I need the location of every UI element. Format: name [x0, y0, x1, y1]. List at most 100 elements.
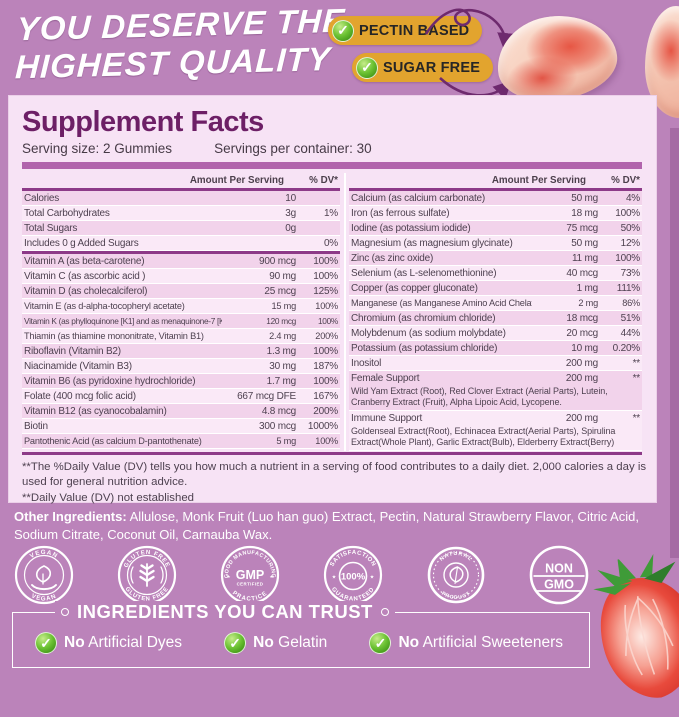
other-ingredients: Other Ingredients: Allulose, Monk Fruit …	[14, 508, 662, 544]
cell-amount: 300 mcg	[259, 420, 296, 432]
svg-text:PRODUCT: PRODUCT	[440, 591, 471, 601]
cell-amount: 11 mg	[571, 252, 598, 264]
left-row: Niacinamide (Vitamin B3) 30 mg 187%	[22, 359, 340, 374]
cell-amount: 0g	[285, 222, 296, 234]
natural-product-stamp: NATURAL PRODUCT	[426, 545, 486, 605]
trust-items: No Artificial Dyes No Gelatin No Artific…	[13, 613, 589, 667]
right-row: Iodine (as potassium iodide) 75 mcg 50%	[349, 221, 642, 236]
left-row: Folate (400 mcg folic acid) 667 mcg DFE 16…	[22, 389, 340, 404]
other-ingredients-text: Allulose, Monk Fruit (Luo han guo) Extra…	[14, 509, 639, 542]
panel-title: Supplement Facts	[22, 106, 264, 138]
cell-dv: 187%	[313, 360, 338, 372]
supplement-facts-panel: Supplement Facts Serving size: 2 Gummies…	[8, 95, 657, 505]
cell-amount: 2.4 mg	[269, 331, 296, 341]
cell-amount: 20 mcg	[566, 327, 598, 339]
headline-line2: HIGHEST QUALITY	[14, 40, 332, 86]
non-gmo-stamp: NON GMO	[529, 545, 589, 605]
checkmark-icon	[332, 19, 354, 42]
cell-name: Total Sugars	[24, 222, 78, 234]
cell-dv: 0.20%	[612, 342, 641, 354]
header-bar	[349, 188, 642, 191]
cell-amount: 667 mcg DFE	[237, 390, 296, 402]
cell-amount: 25 mcg	[264, 285, 296, 297]
column-header: Amount Per Serving % DV*	[349, 173, 642, 188]
right-row: Immune Support 200 mg **	[349, 411, 642, 426]
cell-amount: 40 mcg	[566, 267, 598, 279]
trust-title-text: INGREDIENTS YOU CAN TRUST	[77, 601, 373, 622]
cell-amount: 1 mg	[576, 282, 599, 294]
cell-amount: 50 mg	[571, 237, 598, 249]
checkmark-icon	[356, 56, 378, 79]
left-row: Calories 10	[22, 191, 340, 206]
cell-name: Calories	[24, 192, 60, 204]
left-row: Includes 0 g Added Sugars 0%	[22, 236, 340, 251]
cell-amount: 90 mg	[269, 270, 296, 282]
cell-name: Inositol	[351, 357, 382, 369]
cell-amount: 50 mg	[571, 192, 598, 204]
stamp-sub-text: GMO	[544, 578, 574, 592]
cell-amount: 10	[285, 192, 296, 204]
stamp-bottom-text: VEGAN	[30, 593, 57, 603]
right-row: Magnesium (as magnesium glycinate) 50 mg 1…	[349, 236, 642, 251]
cell-dv: 51%	[620, 312, 641, 324]
left-rows: Calories 10 Total Carbohydrates 3g 1% Total S…	[22, 191, 340, 449]
left-row: Pantothenic Acid (as calcium D-pantothen…	[22, 434, 340, 449]
servings-per-container: Servings per container: 30	[214, 141, 372, 156]
cell-name: Pantothenic Acid (as calcium D-pantothen…	[24, 436, 202, 446]
left-row: Vitamin B12 (as cyanocobalamin) 4.8 mcg 20…	[22, 404, 340, 419]
left-row: Vitamin A (as beta-carotene) 900 mcg 100%	[22, 254, 340, 269]
cell-name: Niacinamide (Vitamin B3)	[24, 360, 132, 372]
cell-name: Chromium (as chromium chloride)	[351, 312, 496, 324]
checkmark-icon	[369, 632, 392, 654]
cell-name: Calcium (as calcium carbonate)	[351, 192, 486, 204]
facts-column-right: Amount Per Serving % DV* Calcium (as cal…	[349, 173, 642, 452]
divider-bar	[22, 162, 642, 169]
vegan-stamp: VEGAN VEGAN	[14, 545, 74, 605]
cell-name: Biotin	[24, 420, 48, 432]
certification-stamps: VEGAN VEGAN GLUTEN FREE GLUTEN FREE	[0, 545, 679, 607]
cell-dv: 0%	[323, 237, 338, 249]
footnote-dv: **The %Daily Value (DV) tells you how mu…	[22, 461, 647, 488]
cell-dv: 100%	[315, 301, 338, 311]
cell-amount: 1.3 mg	[266, 345, 297, 357]
trust-item-label: Artificial Sweeteners	[422, 634, 563, 651]
serving-size: Serving size: 2 Gummies	[22, 141, 173, 156]
cell-name: Vitamin K (as phylloquinone [K1] and as …	[24, 316, 222, 326]
cell-amount: 200 mg	[565, 373, 598, 384]
trust-box: INGREDIENTS YOU CAN TRUST No Artificial …	[12, 601, 590, 668]
cell-dv: 100%	[313, 270, 338, 282]
cell-name: Copper (as copper gluconate)	[351, 282, 478, 294]
cell-amount: 75 mcg	[566, 222, 598, 234]
cell-name: Zinc (as zinc oxide)	[351, 252, 434, 264]
dv-header: % DV*	[611, 175, 640, 186]
serving-line: Serving size: 2 Gummies Servings per con…	[22, 141, 642, 156]
feature-badge-label: SUGAR FREE	[383, 59, 481, 76]
cell-dv: **	[632, 357, 641, 369]
stamp-center-text: 100%	[341, 572, 366, 583]
cell-amount: 2 mg	[578, 298, 598, 308]
column-header: Amount Per Serving % DV*	[22, 173, 340, 188]
cell-dv: 100%	[315, 436, 338, 446]
footnote-not-established: **Daily Value (DV) not established	[22, 492, 194, 505]
other-ingredients-label: Other Ingredients:	[14, 509, 127, 524]
cell-dv: **	[632, 373, 641, 384]
cell-dv: 50%	[620, 222, 641, 234]
cell-dv: 44%	[620, 327, 641, 339]
cell-amount: 4.8 mcg	[261, 405, 296, 417]
cell-amount: 15 mg	[271, 301, 296, 311]
trust-item-label: Artificial Dyes	[88, 634, 183, 651]
cell-amount: 200 mg	[565, 357, 598, 369]
trust-item: No Artificial Sweeteners	[369, 632, 563, 654]
cell-name: Selenium (as L-selenomethionine)	[351, 267, 497, 279]
left-row: Vitamin D (as cholecalciferol) 25 mcg 125%	[22, 284, 340, 299]
amount-header: Amount Per Serving	[189, 175, 284, 186]
cell-name: Vitamin A (as beta-carotene)	[24, 255, 145, 267]
svg-text:VEGAN: VEGAN	[29, 549, 59, 560]
leaf-icon	[443, 562, 469, 588]
stamp-top-text: NATURAL	[439, 551, 472, 563]
right-row: Female Support 200 mg **	[349, 371, 642, 386]
cell-dv: 1%	[323, 207, 338, 219]
right-row: Zinc (as zinc oxide) 11 mg 100%	[349, 251, 642, 266]
cell-dv: 1000%	[307, 420, 338, 432]
right-row: Selenium (as L-selenomethionine) 40 mcg 73…	[349, 266, 642, 281]
